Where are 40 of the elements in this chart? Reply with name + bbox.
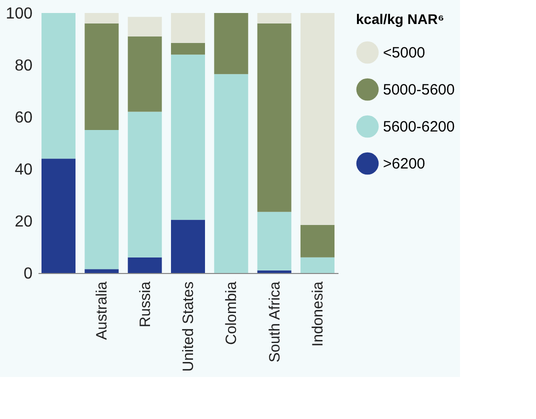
bar — [128, 257, 162, 273]
bar — [214, 74, 248, 273]
bar — [257, 13, 292, 24]
y-tick-label: 60 — [14, 110, 33, 126]
x-tick-label: Colombia — [223, 280, 240, 345]
y-tick-label: 80 — [14, 58, 33, 74]
bar — [84, 23, 119, 130]
bar — [128, 112, 162, 258]
x-tick-label: Indonesia — [309, 280, 326, 347]
x-tick-label: Australia — [94, 280, 111, 340]
bar — [42, 13, 76, 159]
bar — [171, 42, 205, 55]
y-tick-label: 100 — [6, 6, 33, 22]
bar — [300, 224, 334, 258]
bar — [84, 130, 119, 270]
bar — [257, 270, 292, 273]
bar — [257, 212, 292, 270]
y-tick-label: 20 — [14, 214, 33, 230]
x-tick-label: United States — [180, 282, 197, 372]
legend-title: kcal/kg NAR⁶ — [356, 11, 444, 27]
bar — [300, 13, 334, 225]
y-tick-label: 0 — [24, 266, 33, 282]
bar — [300, 257, 334, 273]
x-tick-label: Russia — [136, 280, 154, 328]
bar — [128, 16, 162, 36]
legend-label: >6200 — [383, 156, 426, 172]
bar — [171, 54, 205, 220]
bar — [42, 158, 76, 273]
legend-label: 5000-5600 — [383, 82, 455, 98]
bar — [171, 220, 205, 273]
x-tick-label: South Africa — [266, 280, 284, 362]
y-tick-label: 40 — [14, 162, 33, 178]
bar — [257, 23, 292, 212]
bar — [84, 269, 119, 273]
bar — [128, 36, 162, 112]
legend-label: 5600-6200 — [383, 118, 455, 136]
legend-label: <5000 — [383, 44, 426, 62]
bar — [171, 13, 205, 43]
bar — [214, 13, 248, 74]
bar — [84, 13, 119, 24]
